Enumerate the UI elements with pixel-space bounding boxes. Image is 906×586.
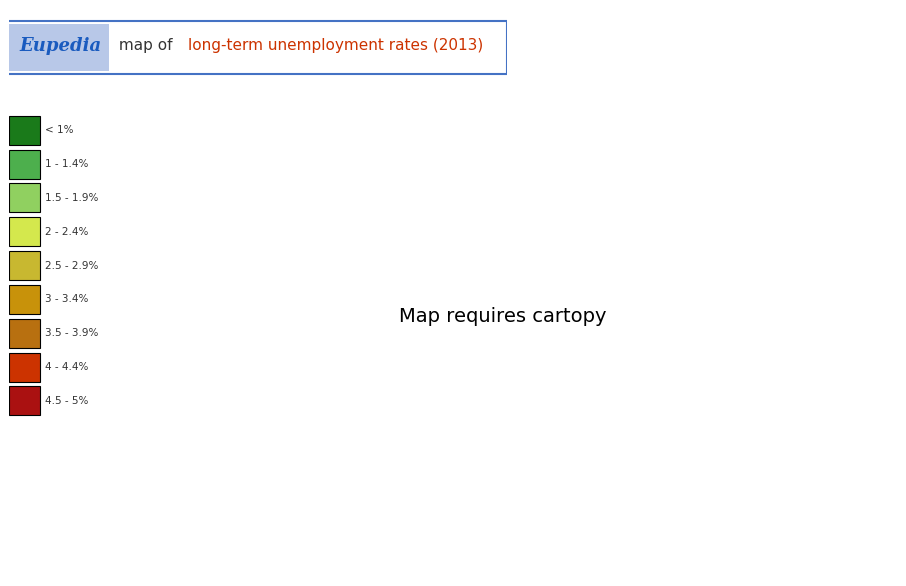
FancyBboxPatch shape [9,149,40,179]
FancyBboxPatch shape [9,387,40,415]
Text: 2.5 - 2.9%: 2.5 - 2.9% [45,261,99,271]
Text: < 1%: < 1% [45,125,73,135]
Text: 1 - 1.4%: 1 - 1.4% [45,159,88,169]
Text: Eupedia: Eupedia [19,37,101,54]
Text: Map requires cartopy: Map requires cartopy [399,307,607,326]
FancyBboxPatch shape [9,285,40,314]
Text: long-term unemployment rates (2013): long-term unemployment rates (2013) [188,38,484,53]
Text: 4.5 - 5%: 4.5 - 5% [45,396,88,406]
FancyBboxPatch shape [9,183,40,212]
Text: 3 - 3.4%: 3 - 3.4% [45,294,88,305]
FancyBboxPatch shape [9,319,40,347]
FancyBboxPatch shape [0,21,507,74]
FancyBboxPatch shape [9,24,109,71]
FancyBboxPatch shape [9,217,40,246]
FancyBboxPatch shape [9,251,40,280]
FancyBboxPatch shape [9,353,40,381]
FancyBboxPatch shape [9,115,40,145]
Text: 4 - 4.4%: 4 - 4.4% [45,362,88,372]
Text: 3.5 - 3.9%: 3.5 - 3.9% [45,328,99,338]
Text: map of: map of [114,38,177,53]
Text: 2 - 2.4%: 2 - 2.4% [45,227,88,237]
Text: 1.5 - 1.9%: 1.5 - 1.9% [45,193,99,203]
